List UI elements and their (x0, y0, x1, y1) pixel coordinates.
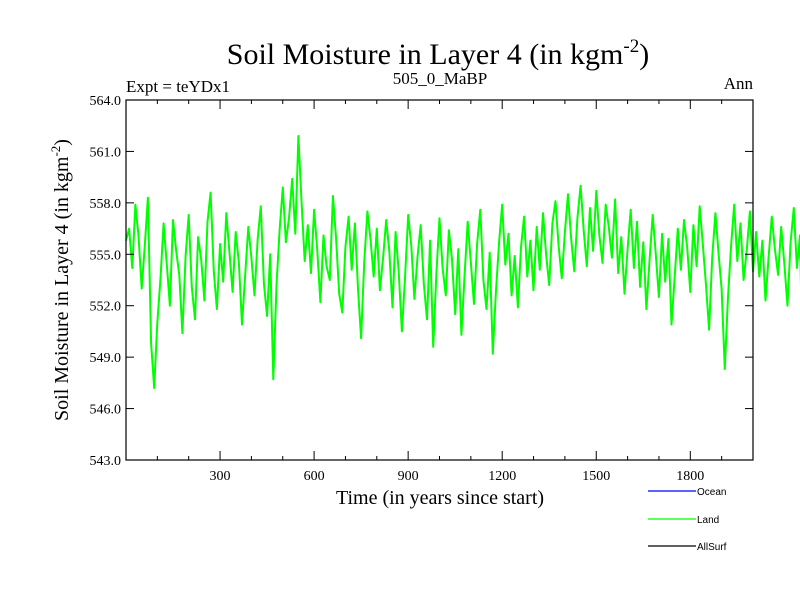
subtitle-right: Ann (724, 74, 754, 93)
legend-label-land: Land (697, 515, 719, 526)
y-tick-label: 549.0 (90, 351, 122, 366)
x-tick-label: 300 (210, 469, 231, 484)
y-tick-label: 561.0 (90, 145, 122, 160)
y-axis-label: Soil Moisture in Layer 4 (in kgm-2) (48, 139, 73, 421)
subtitle-center: 505_0_MaBP (393, 69, 487, 88)
chart-title: Soil Moisture in Layer 4 (in kgm-2) (227, 36, 649, 71)
y-tick-label: 543.0 (90, 454, 122, 469)
x-tick-label: 1800 (676, 469, 704, 484)
y-tick-label: 552.0 (90, 300, 122, 315)
y-tick-label: 555.0 (90, 248, 122, 263)
legend-label-allsurf: AllSurf (697, 542, 727, 553)
ticks-layer: 543.0 546.0 549.0 552.0 555.0 558.0 561.0 564.0… (90, 94, 753, 484)
subtitle-left: Expt = teYDx1 (126, 77, 230, 96)
x-tick-label: 600 (304, 469, 325, 484)
plot-area: 543.0 546.0 549.0 552.0 555.0 558.0 561.0 564.0… (90, 94, 800, 484)
y-tick-label: 546.0 (90, 403, 122, 418)
legend: Ocean Land AllSurf (648, 487, 727, 553)
x-tick-label: 900 (398, 469, 419, 484)
series-line-land (125, 135, 800, 389)
x-tick-label: 1500 (582, 469, 610, 484)
legend-label-ocean: Ocean (697, 487, 726, 498)
x-axis-label: Time (in years since start) (336, 487, 544, 509)
x-tick-label: 1200 (488, 469, 516, 484)
series-layer (125, 135, 800, 389)
y-tick-label: 558.0 (90, 197, 122, 212)
y-tick-label: 564.0 (90, 94, 122, 109)
